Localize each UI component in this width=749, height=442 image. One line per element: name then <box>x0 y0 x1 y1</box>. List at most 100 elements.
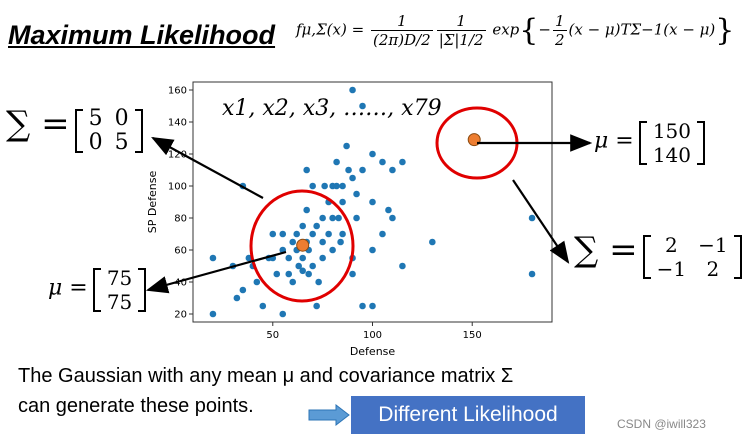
matrix-cell: 0 <box>114 105 129 131</box>
data-point <box>309 182 316 190</box>
samples-label: x1, x2, x3, ……, x79 <box>222 96 442 121</box>
x-tick-label: 150 <box>463 330 482 341</box>
right-covariance: ∑ = 2 −1 −1 2 <box>574 230 742 281</box>
data-point <box>313 302 320 310</box>
data-point <box>333 158 340 166</box>
data-point <box>299 267 306 275</box>
x-axis-label: Defense <box>350 345 396 358</box>
data-point <box>369 302 376 310</box>
data-point <box>305 270 312 278</box>
matrix-cell: 2 <box>706 256 720 281</box>
formula-num1: 1 <box>397 12 407 30</box>
matrix-cell: 140 <box>652 143 692 167</box>
data-point <box>389 214 396 222</box>
y-tick-label: 100 <box>168 182 187 193</box>
data-point <box>369 198 376 206</box>
data-point <box>299 254 306 262</box>
data-point <box>289 278 297 286</box>
data-point <box>353 190 360 198</box>
data-point <box>379 230 386 238</box>
data-point <box>349 174 356 182</box>
data-point <box>379 158 386 166</box>
right-cov-symbol: ∑ = <box>574 230 638 270</box>
formula-inner-rest: (x − μ)TΣ−1(x − μ) <box>568 20 716 39</box>
y-axis-label: SP Defense <box>146 171 159 234</box>
data-point <box>339 182 346 190</box>
data-point <box>333 182 340 190</box>
left-mean-matrix: 75 75 <box>92 266 147 314</box>
data-point <box>253 278 261 286</box>
formula-inner-den: 2 <box>552 30 567 49</box>
gaussian-formula: fμ,Σ(x) = 1 (2π)D/2 1 |Σ|1/2 exp{− 1 2 (… <box>296 12 735 49</box>
data-point <box>359 166 366 174</box>
data-point <box>359 102 366 110</box>
formula-den2: |Σ|1/2 <box>436 30 486 49</box>
formula-frac2: 1 |Σ|1/2 <box>436 12 486 49</box>
formula-den1: (2π)D/2 <box>370 30 433 49</box>
data-point <box>335 214 342 222</box>
data-point <box>321 182 328 190</box>
data-point <box>289 238 297 246</box>
data-point <box>293 230 301 238</box>
left-gaussian-circle <box>249 189 355 303</box>
data-point <box>528 270 536 278</box>
x-tick-label: 50 <box>266 330 279 341</box>
data-point <box>369 246 376 254</box>
data-point <box>285 270 293 278</box>
data-point <box>309 262 316 270</box>
data-point <box>339 198 346 206</box>
data-point <box>303 166 310 174</box>
right-mean-matrix: 150 140 <box>638 119 706 167</box>
page-title: Maximum Likelihood <box>8 20 276 50</box>
matrix-cell: 0 <box>88 129 103 155</box>
formula-inner-num: 1 <box>554 12 565 30</box>
y-tick-label: 80 <box>174 214 187 225</box>
data-point <box>385 206 392 214</box>
annotation-arrow <box>512 179 570 264</box>
matrix-cell: 75 <box>106 266 133 290</box>
data-point <box>209 254 217 262</box>
y-tick-label: 140 <box>168 118 187 129</box>
y-tick-label: 60 <box>174 246 187 257</box>
data-point <box>233 294 241 302</box>
annotation-arrow <box>145 250 287 294</box>
data-point <box>329 246 336 254</box>
data-point <box>343 142 350 150</box>
data-point <box>259 302 267 310</box>
data-point <box>319 238 326 246</box>
data-point <box>209 310 217 318</box>
data-point <box>285 254 293 262</box>
formula-exp: exp <box>492 20 520 39</box>
arrow-right-icon <box>308 404 350 426</box>
x-tick-label: 100 <box>363 330 382 341</box>
right-mean-symbol: μ = <box>594 128 634 154</box>
matrix-cell: 5 <box>114 129 129 155</box>
matrix-cell: 150 <box>652 119 692 143</box>
data-point <box>337 238 344 246</box>
right-cov-matrix: 2 −1 −1 2 <box>642 233 742 281</box>
data-point <box>353 214 360 222</box>
data-point <box>429 238 436 246</box>
data-point <box>269 230 277 238</box>
formula-frac3: 1 2 <box>552 12 567 49</box>
formula-lhs: fμ,Σ(x) = <box>296 20 365 39</box>
data-point <box>279 310 287 318</box>
right-mean: μ = 150 140 <box>594 119 706 167</box>
different-likelihood-button[interactable]: Different Likelihood <box>351 396 585 434</box>
data-point <box>325 230 332 238</box>
data-point <box>399 262 406 270</box>
data-point <box>339 230 346 238</box>
data-point <box>279 230 287 238</box>
data-point <box>399 158 406 166</box>
data-point <box>319 254 326 262</box>
data-point <box>309 230 316 238</box>
data-point <box>299 222 306 230</box>
y-tick-label: 160 <box>168 86 187 97</box>
caption-line-2: can generate these points. <box>18 395 254 417</box>
data-point <box>345 166 352 174</box>
matrix-cell: 75 <box>106 290 133 314</box>
matrix-cell: −1 <box>656 256 687 281</box>
data-point <box>303 206 310 214</box>
